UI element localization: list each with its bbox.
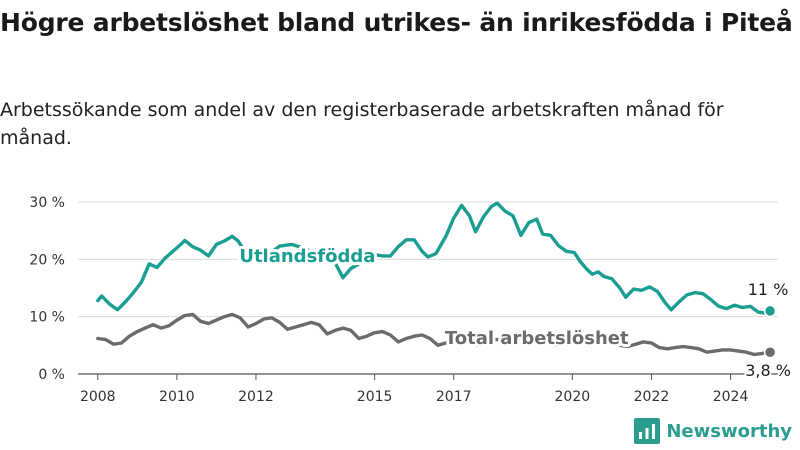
- series-lines: [96, 201, 772, 357]
- series-line-utlandsfodda: [96, 201, 772, 315]
- y-axis-ticks: 0 % 10 % 20 % 30 %: [29, 195, 65, 383]
- x-tick-label: 2020: [555, 389, 591, 405]
- x-tick-label: 2024: [713, 389, 749, 405]
- series-annotations: Utlandsfödda Total arbetslöshet: [236, 243, 632, 352]
- newsworthy-logo-icon: [634, 418, 661, 444]
- line-chart: 0 % 10 % 20 % 30 % 2008 2010 2012 2015 2017 2020…: [29, 195, 793, 405]
- y-tick-label: 20 %: [29, 252, 65, 268]
- chart-subtitle: Arbetssökande som andel av den registerb…: [0, 99, 724, 149]
- y-tick-label: 0 %: [38, 367, 65, 383]
- x-axis-ticks: 2008 2010 2012 2015 2017 2020 2022 2024: [80, 374, 748, 405]
- brand-name: Newsworthy: [666, 420, 792, 442]
- x-tick-label: 2022: [634, 389, 670, 405]
- series-label: Utlandsfödda: [239, 246, 375, 267]
- series-label: Total arbetslöshet: [445, 328, 629, 349]
- x-tick-label: 2010: [159, 389, 195, 405]
- end-value-label: 11 %: [748, 280, 789, 299]
- series-line-total: [96, 312, 772, 357]
- y-tick-label: 30 %: [29, 195, 65, 211]
- chart-title: Högre arbetslöshet bland utrikes- än inr…: [0, 8, 793, 37]
- newsworthy-brand[interactable]: Newsworthy: [634, 418, 792, 444]
- end-value-label: 3,8 %: [745, 361, 791, 380]
- end-point-marker: [763, 345, 777, 359]
- y-tick-label: 10 %: [29, 310, 65, 326]
- x-tick-label: 2015: [357, 389, 393, 405]
- x-tick-label: 2012: [238, 389, 274, 405]
- end-point-marker: [763, 304, 777, 318]
- x-tick-label: 2017: [436, 389, 472, 405]
- x-tick-label: 2008: [80, 389, 116, 405]
- end-markers: 11 % 3,8 %: [743, 278, 793, 382]
